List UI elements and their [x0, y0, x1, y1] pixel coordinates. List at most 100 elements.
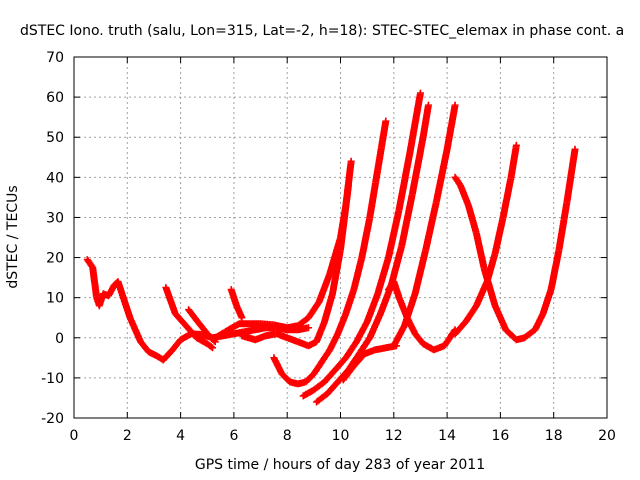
- data-point: [512, 141, 520, 149]
- data-point-marks: [321, 291, 336, 326]
- data-point-marks: [159, 347, 176, 364]
- data-point-marks: [419, 103, 432, 141]
- data-point: [305, 324, 313, 332]
- series-12: [385, 278, 459, 354]
- series-13: [390, 101, 459, 350]
- data-point-marks: [398, 191, 416, 249]
- data-point-marks: [326, 331, 341, 354]
- data-point-marks: [520, 327, 538, 342]
- x-tick-label: 20: [598, 428, 616, 444]
- series-8: [270, 117, 390, 388]
- data-point-marks: [126, 314, 144, 344]
- data-point-marks: [539, 287, 554, 318]
- data-point-marks: [462, 303, 479, 326]
- y-axis-label: dSTEC / TECUs: [5, 185, 21, 288]
- data-point-marks: [137, 338, 152, 355]
- data-point-marks: [315, 271, 333, 306]
- data-point: [424, 101, 432, 109]
- data-point: [416, 89, 424, 97]
- data-point-marks: [342, 339, 360, 362]
- series-6: [211, 157, 355, 342]
- x-tick-label: 2: [123, 428, 132, 444]
- data-point-marks: [499, 175, 515, 221]
- data-point: [451, 101, 459, 109]
- y-tick-label: 60: [46, 90, 64, 106]
- data-point-marks: [211, 327, 231, 342]
- data-point-marks: [313, 391, 330, 406]
- data-point-marks: [456, 181, 472, 208]
- y-tick-label: -20: [41, 411, 64, 427]
- series-5: [227, 286, 246, 322]
- data-point-marks: [390, 323, 408, 350]
- data-point-marks: [313, 319, 328, 346]
- data-point-marks: [411, 330, 426, 346]
- data-point-marks: [182, 322, 199, 341]
- data-point: [571, 145, 579, 153]
- x-tick-label: 6: [229, 428, 238, 444]
- data-point-marks: [169, 337, 184, 354]
- data-point-marks: [374, 255, 392, 298]
- data-point: [238, 314, 246, 322]
- x-tick-label: 14: [438, 428, 456, 444]
- ticks: 0 2 4 6 8 10 12 14 16 18 20 -20 -10 0 10 20 30 40 50 60 70: [41, 50, 616, 444]
- data-point-marks: [353, 319, 370, 346]
- data-point-marks: [491, 215, 507, 257]
- data-point-marks: [299, 387, 316, 400]
- x-tick-label: 10: [332, 428, 350, 444]
- x-tick-label: 18: [545, 428, 563, 444]
- x-tick-label: 16: [491, 428, 509, 444]
- data-point-marks: [337, 183, 352, 253]
- data-point-marks: [334, 311, 349, 338]
- y-tick-label: 30: [46, 210, 64, 226]
- data-point-marks: [432, 147, 451, 205]
- data-point-marks: [203, 340, 215, 351]
- data-point-marks: [355, 335, 373, 358]
- data-point-marks: [472, 230, 488, 272]
- chart-title: dSTEC Iono. truth (salu, Lon=315, Lat=-2…: [20, 23, 624, 39]
- data-point-marks: [406, 91, 424, 157]
- data-point-marks: [555, 199, 571, 253]
- data-point-marks: [321, 367, 338, 386]
- x-tick-label: 8: [283, 428, 292, 444]
- data-point-marks: [339, 363, 357, 384]
- data-point-marks: [411, 247, 429, 298]
- data-point-marks: [162, 284, 179, 316]
- data-point-marks: [409, 135, 427, 197]
- y-tick-label: 20: [46, 251, 64, 267]
- data-point-marks: [563, 147, 579, 205]
- data-point-marks: [507, 143, 520, 181]
- data-point-marks: [171, 310, 189, 328]
- data-point-marks: [395, 151, 413, 213]
- data-point-marks: [531, 311, 546, 334]
- y-tick-label: 0: [55, 331, 64, 347]
- series-3: [162, 284, 217, 352]
- y-tick-label: 70: [46, 50, 64, 66]
- data-point: [347, 157, 355, 165]
- data-point-marks: [443, 103, 459, 153]
- data-point-marks: [374, 119, 389, 173]
- series-11: [339, 342, 400, 384]
- data-point-marks: [451, 319, 469, 338]
- x-tick-label: 0: [70, 428, 79, 444]
- x-axis-label: GPS time / hours of day 283 of year 2011: [195, 457, 485, 473]
- data-point-marks: [451, 173, 463, 188]
- y-tick-label: 10: [46, 291, 64, 307]
- data-point: [209, 344, 217, 352]
- data-point-marks: [390, 278, 403, 300]
- data-point-marks: [329, 247, 344, 298]
- data-point-marks: [366, 167, 381, 221]
- series-7: [238, 181, 352, 350]
- series-14: [451, 173, 528, 344]
- series-9: [299, 89, 424, 400]
- data-point-marks: [358, 215, 373, 262]
- data-point-marks: [323, 379, 341, 398]
- data-point-marks: [83, 256, 96, 270]
- data-point-marks: [331, 355, 349, 374]
- data-point-marks: [363, 291, 381, 326]
- data-point-marks: [310, 379, 327, 394]
- data-point-marks: [385, 207, 403, 262]
- data-point-marks: [278, 370, 293, 385]
- y-tick-label: 40: [46, 170, 64, 186]
- data-point-marks: [350, 351, 367, 370]
